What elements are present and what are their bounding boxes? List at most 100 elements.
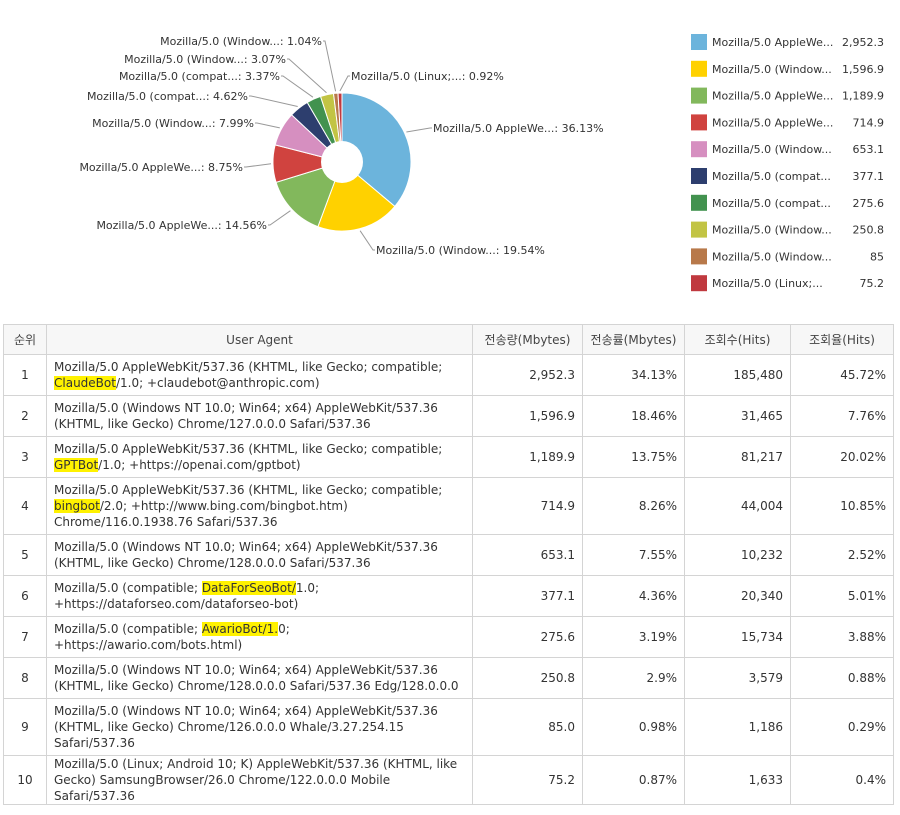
hit-rate-cell: 0.88% xyxy=(790,657,894,699)
user-agent-cell: Mozilla/5.0 (Windows NT 10.0; Win64; x64… xyxy=(46,534,473,576)
legend-value: 75.2 xyxy=(860,277,885,290)
bot-name-highlight: GPTBot xyxy=(54,458,99,472)
pie-slice-label: Mozilla/5.0 (Linux;...: 0.92% xyxy=(351,70,504,83)
bot-name-highlight: DataForSeoBot/ xyxy=(201,581,296,595)
legend-label[interactable]: Mozilla/5.0 (Window... xyxy=(712,250,832,263)
legend-swatch xyxy=(691,34,707,50)
hit-rate-cell: 0.4% xyxy=(790,755,894,805)
table-row[interactable]: 4 Mozilla/5.0 AppleWebKit/537.36 (KHTML, … xyxy=(3,477,894,535)
table-row[interactable]: 7 Mozilla/5.0 (compatible; AwarioBot/1.0;… xyxy=(3,616,894,658)
pie-slice-label: Mozilla/5.0 (compat...: 4.62% xyxy=(87,90,248,103)
pie-slice[interactable] xyxy=(341,92,412,208)
transfer-cell: 1,189.9 xyxy=(472,436,583,478)
pie-leader-line xyxy=(339,75,350,92)
legend-label[interactable]: Mozilla/5.0 AppleWe... xyxy=(712,116,833,129)
rank-cell: 5 xyxy=(3,534,47,576)
transfer-rate-cell: 7.55% xyxy=(582,534,685,576)
col-header-hits[interactable]: 조회수(Hits) xyxy=(684,324,791,355)
col-header-rank[interactable]: 순위 xyxy=(3,324,47,355)
hits-cell: 1,633 xyxy=(684,755,791,805)
table-row[interactable]: 2 Mozilla/5.0 (Windows NT 10.0; Win64; x6… xyxy=(3,395,894,437)
pie-slice[interactable] xyxy=(275,161,343,228)
legend-swatch xyxy=(691,168,707,184)
table-row[interactable]: 3 Mozilla/5.0 AppleWebKit/537.36 (KHTML, … xyxy=(3,436,894,478)
transfer-cell: 275.6 xyxy=(472,616,583,658)
pie-chart: Mozilla/5.0 AppleWe...: 36.13% Mozilla/5.… xyxy=(79,34,885,292)
legend-swatch xyxy=(691,248,707,265)
user-agent-cell: Mozilla/5.0 (compatible; AwarioBot/1.0; … xyxy=(46,616,473,658)
transfer-cell: 250.8 xyxy=(472,657,583,699)
table-row[interactable]: 1 Mozilla/5.0 AppleWebKit/537.36 (KHTML, … xyxy=(3,354,894,396)
transfer-rate-cell: 2.9% xyxy=(582,657,685,699)
legend-label[interactable]: Mozilla/5.0 (compat... xyxy=(712,170,831,183)
legend-value: 1,596.9 xyxy=(842,63,884,76)
transfer-cell: 75.2 xyxy=(472,755,583,805)
rank-cell: 1 xyxy=(3,354,47,396)
legend-label[interactable]: Mozilla/5.0 (Window... xyxy=(712,143,832,156)
legend-value: 714.9 xyxy=(853,116,885,129)
legend-swatch xyxy=(691,87,707,104)
legend-label[interactable]: Mozilla/5.0 (Window... xyxy=(712,63,832,76)
transfer-rate-cell: 0.87% xyxy=(582,755,685,805)
hits-cell: 185,480 xyxy=(684,354,791,396)
col-header-transfer-rate[interactable]: 전송률(Mbytes) xyxy=(582,324,685,355)
pie-leader-line xyxy=(255,122,280,129)
legend-label[interactable]: Mozilla/5.0 (Window... xyxy=(712,224,832,237)
legend-label[interactable]: Mozilla/5.0 (compat... xyxy=(712,197,831,210)
user-agent-cell: Mozilla/5.0 (compatible; DataForSeoBot/1… xyxy=(46,575,473,617)
user-agent-cell: Mozilla/5.0 (Windows NT 10.0; Win64; x64… xyxy=(46,698,473,756)
legend-label[interactable]: Mozilla/5.0 (Linux;... xyxy=(712,277,823,290)
hit-rate-cell: 45.72% xyxy=(790,354,894,396)
table-row[interactable]: 6 Mozilla/5.0 (compatible; DataForSeoBot/… xyxy=(3,575,894,617)
legend-label[interactable]: Mozilla/5.0 AppleWe... xyxy=(712,90,833,103)
col-header-transfer[interactable]: 전송량(Mbytes) xyxy=(472,324,583,355)
hit-rate-cell: 2.52% xyxy=(790,534,894,576)
legend-swatch xyxy=(691,275,707,292)
legend-value: 250.8 xyxy=(853,224,885,237)
transfer-rate-cell: 18.46% xyxy=(582,395,685,437)
table-header-row: 순위 User Agent 전송량(Mbytes) 전송률(Mbytes) 조회… xyxy=(3,324,894,355)
hit-rate-cell: 10.85% xyxy=(790,477,894,535)
hits-cell: 10,232 xyxy=(684,534,791,576)
user-agent-cell: Mozilla/5.0 (Windows NT 10.0; Win64; x64… xyxy=(46,395,473,437)
hits-cell: 15,734 xyxy=(684,616,791,658)
transfer-cell: 653.1 xyxy=(472,534,583,576)
user-agent-cell: Mozilla/5.0 (Windows NT 10.0; Win64; x64… xyxy=(46,657,473,699)
legend-value: 275.6 xyxy=(853,197,885,210)
pie-slice-label: Mozilla/5.0 (Window...: 7.99% xyxy=(92,117,254,130)
table-row[interactable]: 9 Mozilla/5.0 (Windows NT 10.0; Win64; x6… xyxy=(3,698,894,756)
hit-rate-cell: 5.01% xyxy=(790,575,894,617)
donut-hole xyxy=(321,141,363,183)
user-agent-cell: Mozilla/5.0 AppleWebKit/537.36 (KHTML, l… xyxy=(46,436,473,478)
legend-swatch xyxy=(691,114,707,131)
bot-name-highlight: bingbot xyxy=(54,499,100,513)
hits-cell: 44,004 xyxy=(684,477,791,535)
pie-slice-label: Mozilla/5.0 AppleWe...: 8.75% xyxy=(79,161,243,174)
transfer-rate-cell: 8.26% xyxy=(582,477,685,535)
legend-label[interactable]: Mozilla/5.0 AppleWe... xyxy=(712,36,833,49)
bot-name-highlight: AwarioBot/1. xyxy=(201,622,279,636)
transfer-rate-cell: 13.75% xyxy=(582,436,685,478)
rank-cell: 4 xyxy=(3,477,47,535)
legend-swatch xyxy=(691,194,707,211)
table-row[interactable]: 10 Mozilla/5.0 (Linux; Android 10; K) App… xyxy=(3,755,894,805)
table-row[interactable]: 8 Mozilla/5.0 (Windows NT 10.0; Win64; x6… xyxy=(3,657,894,699)
pie-slice-label: Mozilla/5.0 (Window...: 1.04% xyxy=(160,35,322,48)
hit-rate-cell: 0.29% xyxy=(790,698,894,756)
col-header-hit-rate[interactable]: 조회율(Hits) xyxy=(790,324,894,355)
hits-cell: 3,579 xyxy=(684,657,791,699)
hits-cell: 1,186 xyxy=(684,698,791,756)
transfer-cell: 714.9 xyxy=(472,477,583,535)
hit-rate-cell: 7.76% xyxy=(790,395,894,437)
pie-leader-line xyxy=(244,163,272,168)
legend-value: 85 xyxy=(870,250,884,263)
pie-leader-line xyxy=(323,40,337,92)
pie-leader-line xyxy=(281,75,314,98)
user-agent-cell: Mozilla/5.0 AppleWebKit/537.36 (KHTML, l… xyxy=(46,477,473,535)
table-row[interactable]: 5 Mozilla/5.0 (Windows NT 10.0; Win64; x6… xyxy=(3,534,894,576)
col-header-user-agent[interactable]: User Agent xyxy=(46,324,473,355)
rank-cell: 10 xyxy=(3,755,47,805)
transfer-cell: 85.0 xyxy=(472,698,583,756)
legend-swatch xyxy=(691,141,707,158)
transfer-rate-cell: 4.36% xyxy=(582,575,685,617)
